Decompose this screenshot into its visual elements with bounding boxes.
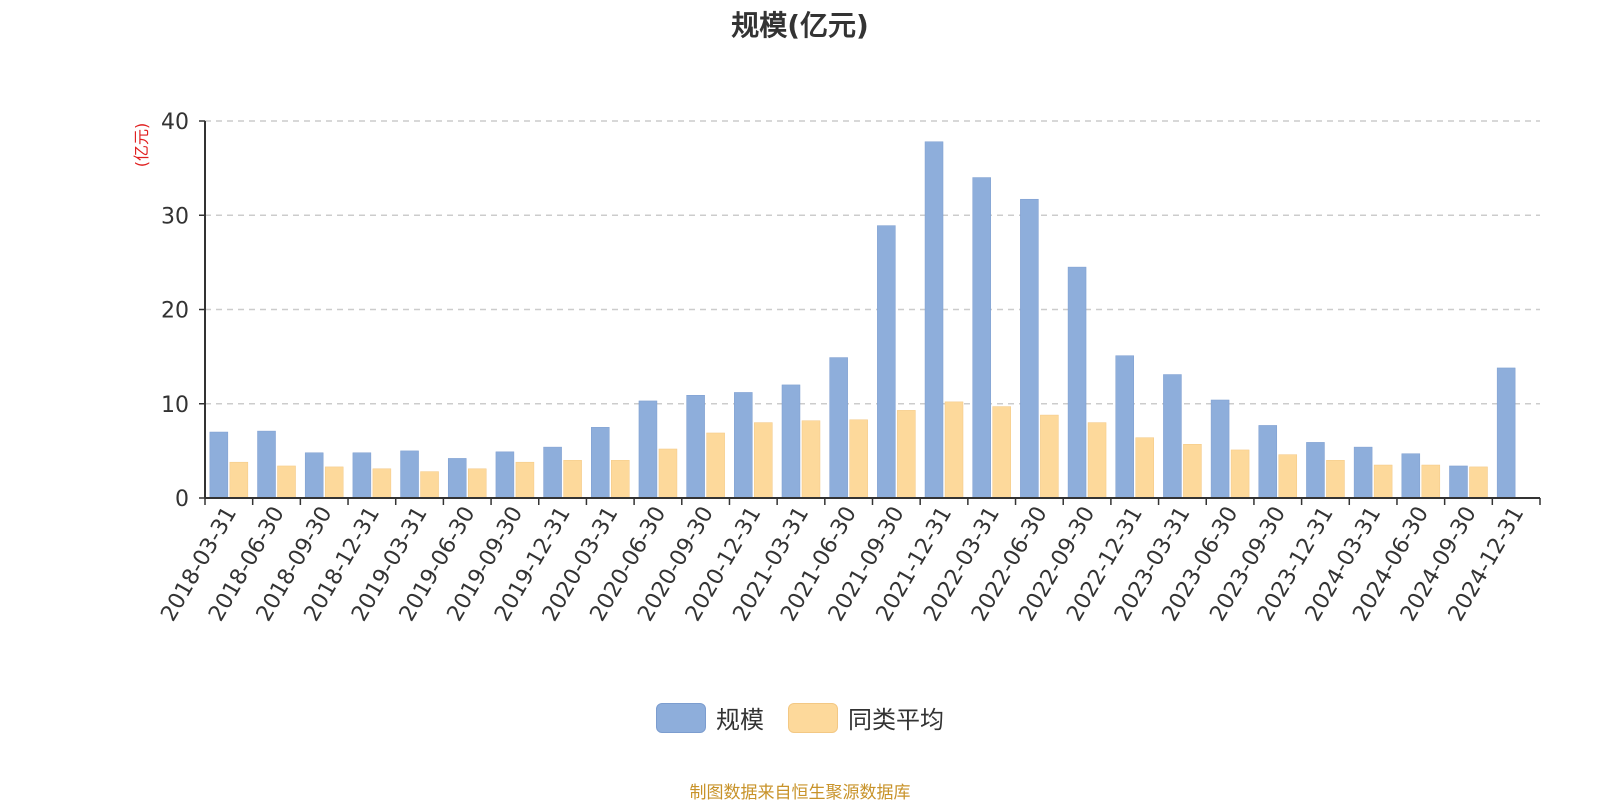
bar-peer-average bbox=[372, 468, 392, 499]
bar-peer-average bbox=[1183, 444, 1202, 499]
grid-lines bbox=[205, 120, 1540, 405]
bars bbox=[209, 141, 1516, 499]
bar-peer-average bbox=[420, 471, 439, 499]
bar-scale bbox=[304, 452, 324, 499]
bar-peer-average bbox=[897, 410, 916, 499]
bar-scale bbox=[257, 430, 276, 499]
bar-peer-average bbox=[324, 466, 344, 499]
bar-peer-average bbox=[1135, 437, 1154, 499]
y-tick-label: 0 bbox=[175, 487, 189, 512]
bar-peer-average bbox=[1469, 466, 1488, 499]
bar-scale bbox=[1210, 399, 1230, 499]
bar-scale bbox=[447, 458, 467, 499]
bar-peer-average bbox=[611, 460, 630, 499]
bar-peer-average bbox=[706, 432, 725, 499]
bar-scale bbox=[1258, 425, 1278, 499]
bar-scale bbox=[1353, 446, 1373, 499]
bar-peer-average bbox=[277, 465, 296, 499]
bar-peer-average bbox=[1326, 460, 1345, 499]
bar-peer-average bbox=[754, 422, 773, 499]
bar-peer-average bbox=[1373, 464, 1393, 499]
bar-peer-average bbox=[944, 401, 964, 499]
bar-scale bbox=[400, 450, 419, 499]
bar-peer-average bbox=[992, 406, 1011, 499]
bar-scale bbox=[734, 392, 753, 499]
bar-peer-average bbox=[467, 468, 487, 499]
bar-scale bbox=[638, 400, 658, 499]
axes: 0102030402018-03-312018-06-302018-09-302… bbox=[156, 110, 1541, 626]
bar-scale bbox=[877, 225, 896, 499]
legend-swatch bbox=[656, 702, 706, 733]
bar-peer-average bbox=[801, 420, 821, 499]
bar-peer-average bbox=[1421, 464, 1441, 499]
y-axis-unit-label: (亿元) bbox=[132, 123, 151, 168]
bar-scale bbox=[1020, 198, 1039, 499]
y-tick-label: 10 bbox=[161, 393, 189, 418]
bar-scale bbox=[352, 452, 372, 499]
legend-swatch bbox=[788, 702, 838, 733]
bar-scale bbox=[495, 451, 515, 499]
bar-scale bbox=[972, 177, 991, 499]
bar-scale bbox=[686, 395, 705, 499]
bar-peer-average bbox=[1278, 454, 1298, 499]
legend-item-scale[interactable]: 规模 bbox=[656, 700, 764, 735]
y-tick-label: 20 bbox=[161, 299, 189, 324]
bar-scale bbox=[1067, 266, 1087, 499]
bar-scale bbox=[543, 446, 562, 499]
bar-scale bbox=[781, 384, 801, 499]
bar-scale bbox=[1115, 355, 1134, 499]
bar-scale bbox=[1449, 465, 1468, 499]
legend: 规模 同类平均 bbox=[0, 700, 1600, 735]
bar-peer-average bbox=[658, 448, 678, 499]
legend-label: 规模 bbox=[716, 706, 764, 734]
bar-peer-average bbox=[1230, 449, 1250, 499]
bar-scale bbox=[829, 357, 848, 499]
bar-peer-average bbox=[1087, 422, 1107, 499]
bar-peer-average bbox=[849, 419, 868, 499]
chart-title: 规模(亿元) bbox=[731, 9, 869, 42]
legend-item-peer-average[interactable]: 同类平均 bbox=[788, 700, 944, 735]
bar-scale bbox=[209, 431, 229, 499]
bar-scale bbox=[1306, 442, 1325, 499]
bar-peer-average bbox=[563, 460, 582, 499]
bar-scale bbox=[591, 427, 610, 499]
y-tick-label: 30 bbox=[161, 204, 189, 229]
bar-peer-average bbox=[1040, 414, 1059, 499]
bar-peer-average bbox=[229, 461, 249, 499]
bar-scale bbox=[1163, 374, 1182, 499]
bar-peer-average bbox=[515, 461, 535, 499]
bar-scale bbox=[1496, 367, 1516, 499]
y-tick-label: 40 bbox=[161, 110, 189, 135]
bar-scale bbox=[1401, 453, 1421, 499]
bar-scale bbox=[924, 141, 944, 499]
legend-label: 同类平均 bbox=[848, 706, 944, 734]
source-note: 制图数据来自恒生聚源数据库 bbox=[689, 783, 911, 803]
